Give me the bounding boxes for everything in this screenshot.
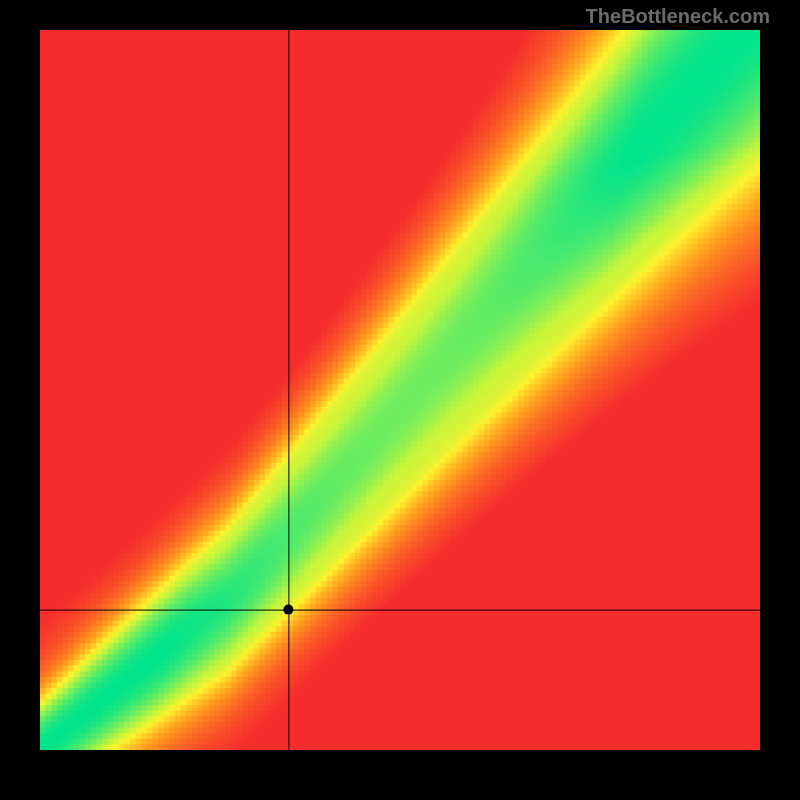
chart-container: TheBottleneck.com — [0, 0, 800, 800]
heatmap-canvas — [40, 30, 760, 750]
watermark-label: TheBottleneck.com — [586, 6, 770, 29]
heatmap-plot-area — [40, 30, 760, 750]
